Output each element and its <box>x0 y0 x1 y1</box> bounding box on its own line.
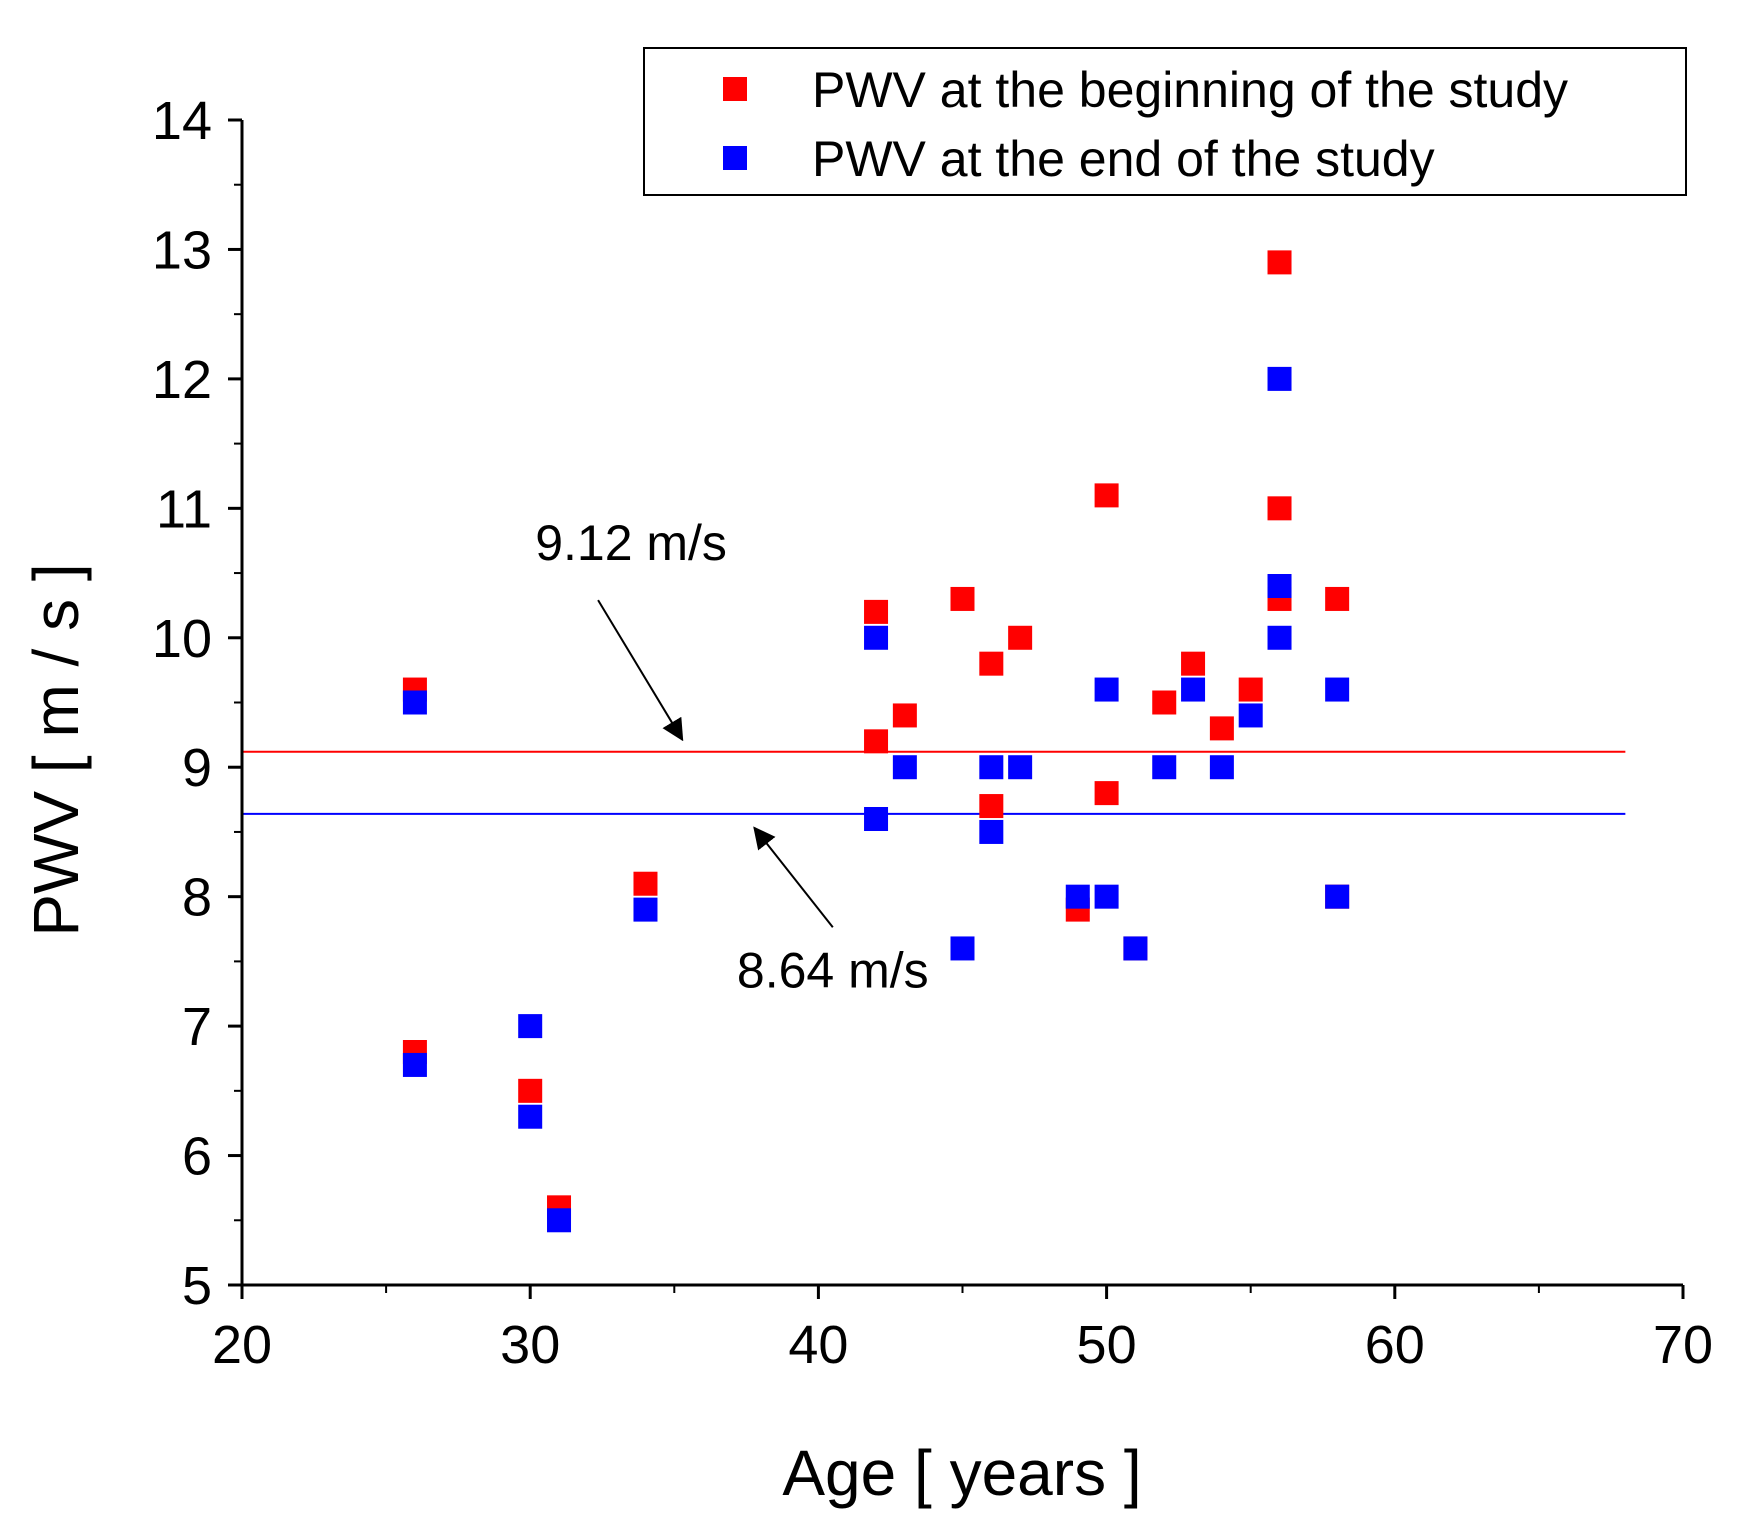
data-point <box>1094 781 1119 806</box>
reference-lines <box>242 750 1626 815</box>
data-point <box>864 807 889 831</box>
legend-marker-end <box>723 146 747 170</box>
data-point <box>1094 884 1119 909</box>
data-point <box>518 1104 543 1129</box>
x-tick-label: 70 <box>1653 1315 1713 1375</box>
data-point <box>633 897 658 922</box>
data-point <box>979 755 1004 780</box>
annotation-label-beginning-mean: 9.12 m/s <box>535 515 727 571</box>
legend-label-end: PWV at the end of the study <box>812 131 1435 187</box>
data-point <box>1181 677 1206 702</box>
data-point <box>1181 651 1206 676</box>
y-tick-label: 9 <box>182 738 212 798</box>
data-point <box>864 729 889 754</box>
y-tick-label: 10 <box>152 609 212 669</box>
annotation-arrow-beginning-mean <box>597 599 684 742</box>
data-point <box>979 794 1004 819</box>
data-point <box>892 755 917 780</box>
data-point <box>1325 884 1350 909</box>
x-tick-label: 30 <box>500 1315 560 1375</box>
annotations: 9.12 m/s 8.64 m/s <box>535 515 928 998</box>
x-tick-label: 40 <box>788 1315 848 1375</box>
data-point <box>979 651 1004 676</box>
data-point <box>1152 755 1177 780</box>
legend: PWV at the beginning of the study PWV at… <box>643 47 1687 196</box>
y-axis-title: PWV [ m / s ] <box>20 563 92 936</box>
data-point <box>1267 250 1292 275</box>
data-point <box>1238 703 1263 728</box>
data-point <box>518 1078 543 1103</box>
x-tick-label: 20 <box>212 1315 272 1375</box>
data-point <box>1238 677 1263 702</box>
x-tick-label: 60 <box>1365 1315 1425 1375</box>
y-tick-label: 14 <box>152 91 212 151</box>
data-point <box>864 625 889 650</box>
annotation-arrow-end-mean <box>753 826 834 928</box>
data-point <box>979 819 1004 844</box>
data-point <box>1267 625 1292 650</box>
data-point <box>950 586 975 611</box>
y-tick-label: 11 <box>156 479 212 539</box>
data-point <box>1325 586 1350 611</box>
data-point <box>1267 574 1292 598</box>
y-tick-label: 8 <box>182 868 212 928</box>
annotation-label-end-mean: 8.64 m/s <box>737 942 929 998</box>
x-axis-ticks: 20 30 40 50 60 70 <box>212 1285 1713 1375</box>
y-tick-label: 5 <box>182 1256 212 1316</box>
data-point <box>1209 716 1234 741</box>
x-tick-label: 50 <box>1077 1315 1137 1375</box>
data-point <box>1094 677 1119 702</box>
legend-label-beginning: PWV at the beginning of the study <box>812 62 1568 118</box>
data-point <box>1008 625 1033 650</box>
data-point <box>864 599 889 624</box>
y-tick-label: 7 <box>182 997 212 1057</box>
data-point <box>402 1052 427 1077</box>
data-point <box>1325 677 1350 702</box>
axes: 20 30 40 50 60 70 5 6 7 8 9 10 11 12 13 14 <box>152 91 1713 1375</box>
data-point <box>1267 496 1292 521</box>
y-tick-label: 13 <box>152 220 212 280</box>
data-point <box>402 690 427 715</box>
data-point <box>1267 366 1292 391</box>
data-point <box>1209 755 1234 780</box>
data-point <box>547 1208 572 1233</box>
data-point <box>1152 690 1177 715</box>
data-point <box>1123 936 1148 961</box>
data-point <box>1065 884 1090 909</box>
legend-marker-beginning <box>723 77 747 101</box>
data-point <box>518 1014 543 1039</box>
data-point <box>1008 755 1033 780</box>
y-tick-label: 6 <box>182 1127 212 1187</box>
data-point <box>633 871 658 896</box>
legend-box <box>643 47 1687 196</box>
x-axis-title: Age [ years ] <box>782 1437 1141 1509</box>
data-point <box>1094 483 1119 508</box>
series-end <box>402 366 1350 1233</box>
data-point <box>892 703 917 728</box>
y-tick-label: 12 <box>152 350 212 410</box>
y-axis-ticks: 5 6 7 8 9 10 11 12 13 14 <box>152 91 242 1316</box>
data-point <box>950 936 975 961</box>
data-series <box>402 250 1350 1233</box>
